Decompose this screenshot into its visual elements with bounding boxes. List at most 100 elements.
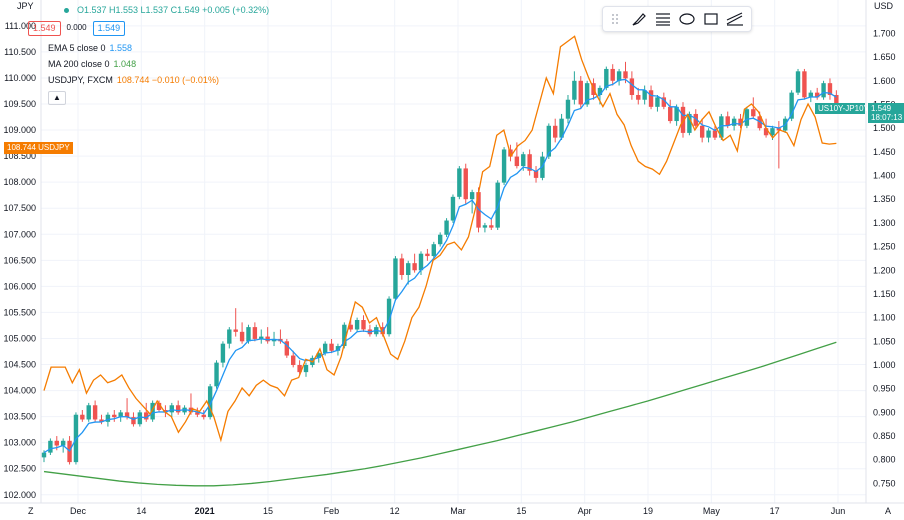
candle-body <box>303 365 309 373</box>
legend-ema-row[interactable]: EMA 5 close 0 1.558 <box>48 40 269 56</box>
candle-body <box>712 130 718 138</box>
legend-panel: O1.537 H1.553 L1.537 C1.549 +0.005 (+0.3… <box>8 2 269 105</box>
candle-body <box>597 87 603 95</box>
left-tick-label: 109.000 <box>3 125 36 135</box>
left-axis[interactable]: 111.000 110.500 110.000 109.500 109.000 108.5… <box>3 21 36 500</box>
candle-body <box>137 412 143 425</box>
candle-body <box>814 92 820 98</box>
candle-body <box>636 95 641 100</box>
candle-body <box>763 128 769 136</box>
candle-body <box>412 263 417 271</box>
candle-body <box>642 90 647 100</box>
right-tick-label: 1.650 <box>873 52 896 62</box>
right-tick-label: 1.200 <box>873 265 896 275</box>
candle-body <box>271 338 277 342</box>
drag-handle-icon[interactable] <box>603 8 627 30</box>
ellipse-icon[interactable] <box>675 8 699 30</box>
candle-body <box>252 327 258 339</box>
candle-body <box>514 156 520 167</box>
candle-body <box>227 329 232 344</box>
candle-body <box>112 414 117 418</box>
usdjpy-value: 108.744 −0.010 (−0.01%) <box>116 75 219 85</box>
brush-icon[interactable] <box>627 8 651 30</box>
spread-last-price-tag: 1.549 18:07:13 <box>868 103 904 123</box>
legend-ma-row[interactable]: MA 200 close 0 1.048 <box>48 56 269 72</box>
candle-body <box>668 106 673 122</box>
market-status-icon <box>64 7 69 13</box>
candle-body <box>789 92 794 119</box>
auto-scale-label[interactable]: A <box>885 506 891 516</box>
left-tick-label: 110.000 <box>4 73 36 83</box>
trend-lines-icon[interactable] <box>723 8 747 30</box>
left-tick-label: 102.500 <box>3 464 36 474</box>
candle-body <box>175 405 181 413</box>
time-tick-label: 15 <box>516 506 526 516</box>
candle-body <box>361 320 366 330</box>
candle-body <box>105 414 111 422</box>
right-tick-label: 1.600 <box>873 76 896 86</box>
left-tick-label: 111.000 <box>5 21 36 31</box>
candle-body <box>169 405 174 413</box>
buy-price-button[interactable]: 1.549 <box>92 20 126 36</box>
horizontal-lines-icon[interactable] <box>651 8 675 30</box>
time-tick-label: 17 <box>770 506 780 516</box>
candle-body <box>661 97 667 107</box>
quote-row: 1.549 0.000 1.549 <box>28 20 269 36</box>
right-tick-label: 0.850 <box>873 431 896 441</box>
time-tick-label: 2021 <box>195 506 215 516</box>
candle-body <box>565 99 571 119</box>
candle-body <box>834 95 839 105</box>
candle-body <box>680 106 686 133</box>
candle-body <box>41 452 47 458</box>
candle-body <box>610 68 615 81</box>
candle-body <box>533 170 539 178</box>
right-tick-label: 1.250 <box>873 242 896 252</box>
candle-body <box>482 225 488 228</box>
time-tick-label: 12 <box>390 506 400 516</box>
candle-body <box>354 320 360 330</box>
candle-body <box>297 365 302 373</box>
candle-body <box>131 417 136 425</box>
candles-layer <box>41 61 839 465</box>
candle-body <box>431 244 436 257</box>
right-tick-label: 1.450 <box>873 147 896 157</box>
candle-body <box>572 80 577 100</box>
right-tick-label: 1.150 <box>873 289 896 299</box>
usdjpy-path <box>43 35 837 443</box>
candle-body <box>770 128 775 136</box>
usdjpy-label: USDJPY, FXCM <box>48 75 113 85</box>
sell-price-button[interactable]: 1.549 <box>28 20 61 36</box>
candle-body <box>489 225 494 228</box>
legend-usdjpy-row[interactable]: USDJPY, FXCM 108.744 −0.010 (−0.01%) <box>48 72 269 88</box>
candle-body <box>118 412 123 418</box>
candle-body <box>699 125 705 138</box>
candle-body <box>291 355 296 365</box>
right-tick-label: 1.300 <box>873 218 896 228</box>
candle-body <box>450 196 456 221</box>
right-tick-label: 1.500 <box>873 123 896 133</box>
usdjpy-line <box>43 35 837 443</box>
time-axis[interactable]: Dec 14 2021 15 Feb 12 Mar 15 Apr 19 May 17 Jun <box>70 506 845 516</box>
time-tick-label: Dec <box>70 506 87 516</box>
candle-body <box>821 83 826 98</box>
candle-body <box>80 414 85 420</box>
right-tick-label: 1.050 <box>873 336 896 346</box>
bar-countdown: 18:07:13 <box>871 113 903 122</box>
collapse-legend-button[interactable]: ▲ <box>48 91 66 105</box>
candle-body <box>527 154 532 171</box>
left-tick-label: 104.000 <box>3 386 36 396</box>
left-tick-label: 109.500 <box>3 99 36 109</box>
rectangle-icon[interactable] <box>699 8 723 30</box>
candle-body <box>284 341 290 356</box>
candle-body <box>725 116 730 126</box>
candle-body <box>342 324 347 347</box>
candle-body <box>559 118 564 138</box>
candle-body <box>469 192 475 200</box>
candle-body <box>437 234 443 245</box>
time-tick-label: Apr <box>578 506 592 516</box>
candle-body <box>201 414 206 418</box>
candle-body <box>156 402 162 410</box>
candle-body <box>207 386 213 418</box>
candle-body <box>674 106 679 122</box>
